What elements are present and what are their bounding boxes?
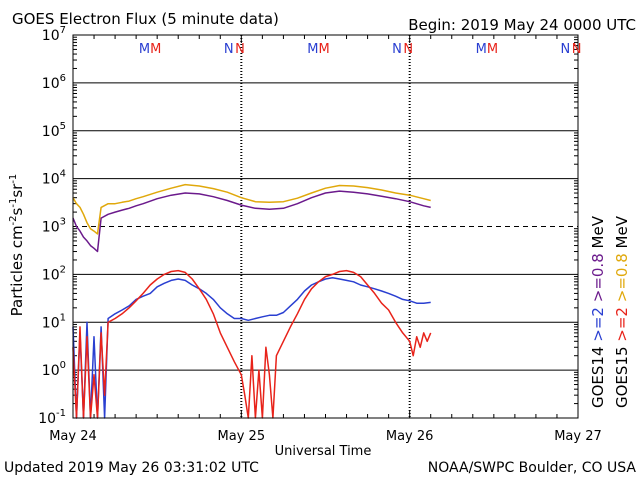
- legend-unit: MeV: [589, 215, 607, 253]
- legend-threshold-high: >=0.8: [589, 253, 607, 307]
- y-tick-exponent: 2: [60, 264, 66, 275]
- y-tick-label-5: 104: [42, 169, 66, 188]
- y-tick-exponent: -1: [56, 408, 66, 419]
- y-tick-base: 10: [38, 411, 56, 427]
- begin-time: Begin: 2019 May 24 0000 UTC: [408, 16, 636, 34]
- y-tick-exponent: 0: [60, 360, 66, 371]
- series-line-2: [72, 190, 431, 253]
- y-tick-label-7: 106: [42, 73, 66, 92]
- marker-n-3: N: [235, 42, 245, 57]
- legend-threshold-low: >=2: [613, 307, 631, 346]
- x-tick-label-2: May 26: [386, 429, 434, 444]
- legend-column-0: GOES14 >=2 >=0.8 MeV: [589, 215, 607, 408]
- y-axis-label-exp1: -2: [8, 215, 19, 225]
- legend-unit: MeV: [613, 215, 631, 253]
- legend-threshold-low: >=2: [589, 307, 607, 346]
- marker-m-5: M: [318, 42, 329, 57]
- y-axis-label-sr: sr: [8, 183, 26, 198]
- y-tick-exponent: 6: [60, 73, 66, 84]
- series-line-3: [72, 183, 431, 235]
- plot-frame: [72, 34, 579, 419]
- updated-timestamp: Updated 2019 May 26 03:31:02 UTC: [4, 460, 259, 476]
- y-tick-exponent: 1: [60, 312, 66, 323]
- y-tick-label-3: 102: [42, 264, 66, 283]
- y-tick-base: 10: [42, 220, 60, 236]
- marker-m-8: M: [476, 42, 487, 57]
- y-tick-base: 10: [42, 267, 60, 283]
- y-tick-base: 10: [42, 315, 60, 331]
- chart-title: GOES Electron Flux (5 minute data): [12, 10, 279, 28]
- y-axis-label-exp2: -1: [8, 198, 19, 208]
- y-axis-label-particles: Particles cm: [8, 225, 26, 316]
- y-tick-base: 10: [42, 172, 60, 188]
- marker-n-6: N: [392, 42, 402, 57]
- x-tick-label-0: May 24: [49, 429, 97, 444]
- y-tick-label-8: 107: [42, 25, 66, 44]
- series-line-0: [72, 277, 431, 419]
- marker-n-2: N: [224, 42, 234, 57]
- y-tick-label-0: 10-1: [38, 408, 66, 427]
- y-tick-exponent: 4: [60, 169, 66, 180]
- y-tick-exponent: 7: [60, 25, 66, 36]
- y-tick-exponent: 5: [60, 121, 66, 132]
- y-tick-exponent: 3: [60, 217, 66, 228]
- y-axis-label-exp3: -1: [8, 174, 19, 184]
- y-tick-label-2: 101: [42, 312, 66, 331]
- marker-m-1: M: [150, 42, 161, 57]
- marker-n-11: N: [572, 42, 582, 57]
- y-tick-label-1: 100: [42, 360, 66, 379]
- marker-m-9: M: [487, 42, 498, 57]
- marker-m-0: M: [139, 42, 150, 57]
- marker-m-4: M: [307, 42, 318, 57]
- legend-column-1: GOES15 >=2 >=0.8 MeV: [613, 215, 631, 408]
- y-tick-label-6: 105: [42, 121, 66, 140]
- legend-satellite: GOES14: [589, 346, 607, 408]
- y-tick-label-4: 103: [42, 217, 66, 236]
- y-axis-label-s: s: [8, 207, 26, 215]
- x-tick-label-3: May 27: [554, 429, 602, 444]
- y-tick-base: 10: [42, 363, 60, 379]
- y-axis-label: Particles cm-2s-1sr-1: [8, 174, 26, 317]
- y-tick-base: 10: [42, 28, 60, 44]
- y-tick-base: 10: [42, 76, 60, 92]
- series-line-1: [72, 269, 432, 419]
- x-tick-label-1: May 25: [218, 429, 266, 444]
- legend-threshold-high: >=0.8: [613, 253, 631, 307]
- legend-satellite: GOES15: [613, 346, 631, 408]
- y-tick-base: 10: [42, 124, 60, 140]
- credit: NOAA/SWPC Boulder, CO USA: [428, 460, 637, 476]
- marker-n-7: N: [403, 42, 413, 57]
- x-axis-label: Universal Time: [275, 444, 372, 459]
- marker-n-10: N: [561, 42, 571, 57]
